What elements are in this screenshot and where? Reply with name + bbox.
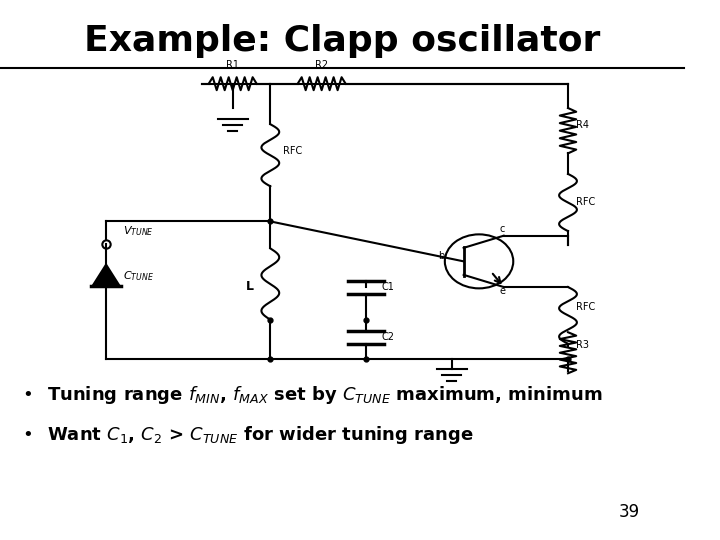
Text: R2: R2 bbox=[315, 60, 328, 70]
Text: $V_{TUNE}$: $V_{TUNE}$ bbox=[123, 224, 154, 238]
Text: C2: C2 bbox=[381, 333, 394, 342]
Text: R4: R4 bbox=[576, 120, 589, 130]
Text: RFC: RFC bbox=[576, 197, 595, 207]
Text: $C_{TUNE}$: $C_{TUNE}$ bbox=[123, 269, 154, 284]
Text: R3: R3 bbox=[576, 340, 589, 349]
Text: c: c bbox=[500, 224, 505, 234]
Text: Example: Clapp oscillator: Example: Clapp oscillator bbox=[84, 24, 600, 58]
Text: Want $C_1$, $C_2$ > $C_{TUNE}$ for wider tuning range: Want $C_1$, $C_2$ > $C_{TUNE}$ for wider… bbox=[47, 424, 474, 446]
Text: RFC: RFC bbox=[283, 146, 302, 156]
Text: •: • bbox=[22, 426, 32, 444]
Polygon shape bbox=[92, 265, 120, 286]
Text: Tuning range $f_{MIN}$, $f_{MAX}$ set by $C_{TUNE}$ maximum, minimum: Tuning range $f_{MIN}$, $f_{MAX}$ set by… bbox=[47, 384, 602, 406]
Text: RFC: RFC bbox=[576, 302, 595, 312]
Text: 39: 39 bbox=[619, 503, 640, 521]
Text: e: e bbox=[500, 286, 505, 296]
Text: b: b bbox=[438, 251, 444, 261]
Text: R1: R1 bbox=[226, 60, 239, 70]
Text: •: • bbox=[22, 386, 32, 404]
Text: L: L bbox=[246, 280, 253, 293]
Text: C1: C1 bbox=[381, 282, 394, 292]
